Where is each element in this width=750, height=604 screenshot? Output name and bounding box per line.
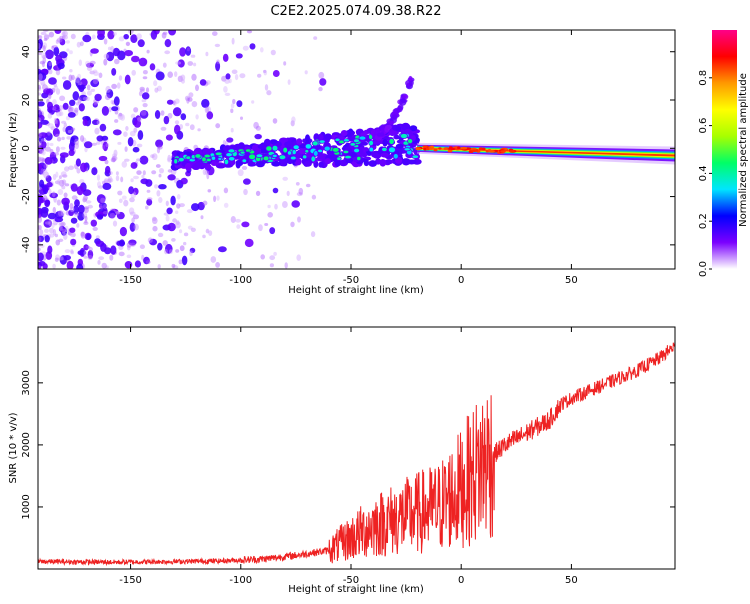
spectrogram-y-tick-label: 20 bbox=[21, 94, 32, 107]
spectrogram-heatmap bbox=[38, 30, 675, 269]
spectrogram-x-tick-label: 50 bbox=[565, 275, 578, 286]
colorbar-gradient bbox=[712, 30, 737, 269]
spectrogram-frame bbox=[37, 29, 676, 270]
snr-y-axis-label: SNR (10 * v/v) bbox=[8, 412, 19, 483]
spectrogram-x-ticks: -150 -100 -50 0 50 bbox=[119, 30, 578, 286]
snr-x-tick-label: -50 bbox=[343, 575, 359, 586]
snr-x-ticks: -150 -100 -50 0 50 bbox=[119, 327, 578, 586]
spectrogram-y-axis-label: Frequency (Hz) bbox=[8, 112, 19, 188]
snr-y-ticks: 1000 2000 3000 bbox=[21, 370, 675, 520]
colorbar-tick-label: 0.2 bbox=[698, 213, 709, 229]
figure-title: C2E2.2025.074.09.38.R22 bbox=[270, 4, 441, 19]
spectrogram-y-tick-label: -20 bbox=[21, 188, 32, 204]
colorbar-ticks: 0.0 0.2 0.4 0.6 0.8 bbox=[698, 70, 712, 277]
colorbar-tick-label: 0.4 bbox=[698, 165, 709, 181]
colorbar-tick-label: 0.6 bbox=[698, 118, 709, 134]
snr-y-tick-label: 1000 bbox=[21, 494, 32, 519]
colorbar-tick-label: 0.8 bbox=[698, 70, 709, 86]
snr-y-tick-label: 3000 bbox=[21, 370, 32, 395]
snr-x-tick-label: -100 bbox=[229, 575, 252, 586]
spectrogram-y-tick-label: 0 bbox=[21, 145, 32, 151]
snr-x-tick-label: 50 bbox=[565, 575, 578, 586]
snr-y-tick-label: 2000 bbox=[21, 432, 32, 457]
spectrogram-x-tick-label: 0 bbox=[458, 275, 464, 286]
spectrogram-y-ticks: -40 -20 0 20 40 bbox=[21, 45, 675, 253]
colorbar-tick-label: 0.0 bbox=[698, 261, 709, 277]
spectrogram-panel: -150 -100 -50 0 50 -40 -20 0 20 40 Height of str… bbox=[8, 29, 676, 296]
colorbar: 0.0 0.2 0.4 0.6 0.8 Normalized spectral ampl… bbox=[698, 30, 749, 277]
colorbar-label: Normalized spectral amplitude bbox=[738, 73, 749, 227]
spectrogram-x-tick-label: -150 bbox=[119, 275, 142, 286]
spectrogram-x-tick-label: -50 bbox=[343, 275, 359, 286]
snr-x-tick-label: -150 bbox=[119, 575, 142, 586]
spectrogram-x-tick-label: -100 bbox=[229, 275, 252, 286]
spectrogram-y-tick-label: -40 bbox=[21, 237, 32, 253]
snr-panel: -150 -100 -50 0 50 1000 2000 3000 Height of st… bbox=[8, 326, 676, 595]
spectrogram-y-tick-label: 40 bbox=[21, 45, 32, 58]
snr-series-line bbox=[38, 341, 675, 567]
snr-frame bbox=[37, 326, 676, 570]
snr-x-axis-label: Height of straight line (km) bbox=[288, 584, 424, 595]
spectrogram-x-axis-label: Height of straight line (km) bbox=[288, 285, 424, 296]
snr-x-tick-label: 0 bbox=[458, 575, 464, 586]
